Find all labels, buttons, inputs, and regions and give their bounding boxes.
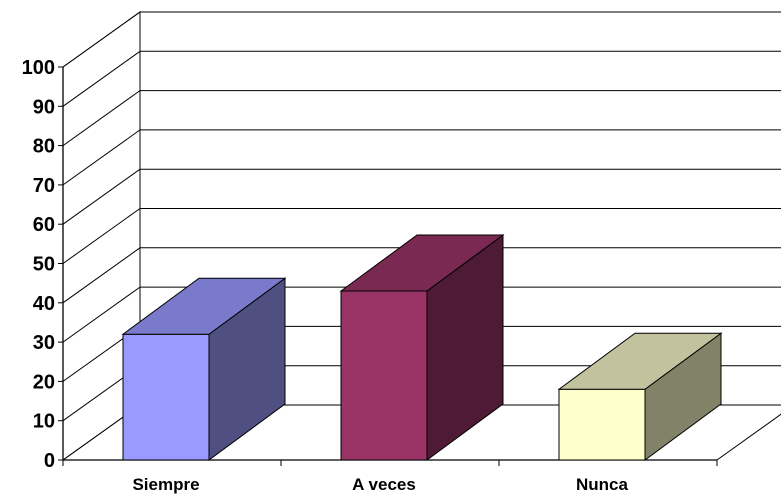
gridline-left xyxy=(62,11,141,68)
bar-front-face xyxy=(122,333,210,461)
gridline-left xyxy=(62,90,141,147)
y-tick-label: 60 xyxy=(33,214,55,236)
bar-nunca xyxy=(557,332,723,461)
y-tick-label: 30 xyxy=(33,332,55,354)
y-tick-label: 100 xyxy=(22,57,55,79)
gridline-left xyxy=(62,168,141,225)
category-labels: Siempre A veces Nunca xyxy=(132,475,628,494)
gridline-left xyxy=(62,286,141,343)
y-tick-label: 70 xyxy=(33,175,55,197)
category-label: Nunca xyxy=(576,475,629,494)
category-label: A veces xyxy=(352,475,416,494)
y-tick-label: 0 xyxy=(44,450,55,472)
gridline-left xyxy=(62,50,141,107)
gridline-left xyxy=(62,129,141,186)
bar-top-face xyxy=(557,332,723,390)
y-tick-label: 20 xyxy=(33,371,55,393)
y-tick-labels: 0 10 20 30 40 50 60 70 80 90 100 xyxy=(22,57,55,472)
bar-front-face xyxy=(340,290,428,461)
bar-top-face xyxy=(121,277,287,335)
y-tick-label: 50 xyxy=(33,254,55,276)
y-tick-label: 90 xyxy=(33,96,55,118)
bars xyxy=(121,234,723,461)
bar-siempre xyxy=(121,277,287,461)
gridline-left xyxy=(62,247,141,304)
y-tick-label: 10 xyxy=(33,411,55,433)
bar-a-veces xyxy=(339,234,505,461)
y-tick-label: 40 xyxy=(33,293,55,315)
gridline-left xyxy=(62,208,141,264)
category-label: Siempre xyxy=(132,475,199,494)
bar-top-face xyxy=(339,234,505,292)
floor-right-edge xyxy=(716,413,781,461)
y-tick-label: 80 xyxy=(33,136,55,158)
bar-front-face xyxy=(558,388,646,461)
